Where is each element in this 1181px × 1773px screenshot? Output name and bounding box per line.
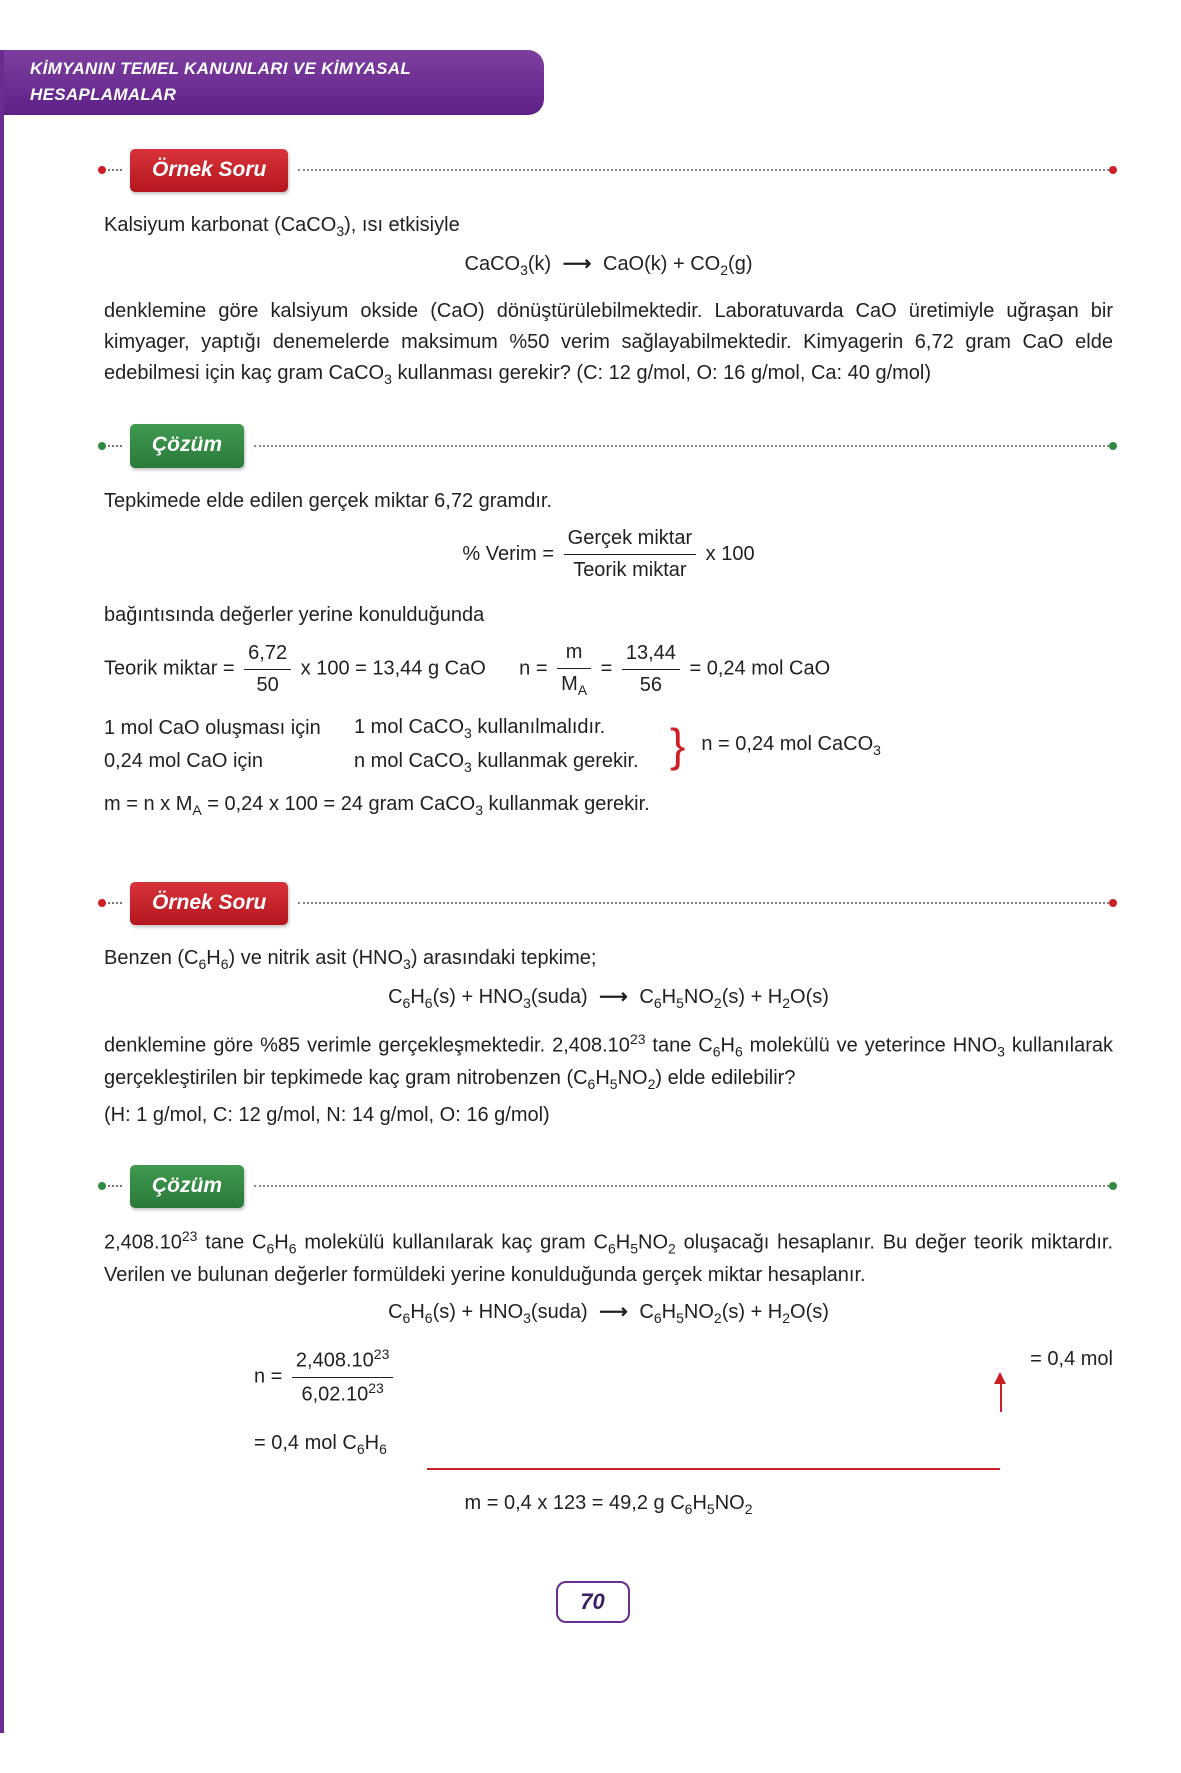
solution-badge: Çözüm — [130, 1165, 244, 1209]
q1-intro: Kalsiyum karbonat (CaCO3), ısı etkisiyle — [104, 210, 1113, 243]
sol1-line1: Tepkimede elde edilen gerçek miktar 6,72… — [104, 486, 1113, 517]
sol1-yield-formula: % Verim = Gerçek miktar Teorik miktar x … — [104, 523, 1113, 586]
sol2-calc: n = 2,408.1023 6,02.1023 = 0,4 mol = 0,4… — [254, 1344, 1113, 1470]
brace-icon: } — [664, 725, 691, 766]
q1-body: denklemine göre kalsiyum okside (CaO) dö… — [104, 296, 1113, 391]
page-number: 70 — [556, 1581, 630, 1623]
sol2-mass: m = 0,4 x 123 = 49,2 g C6H5NO2 — [104, 1488, 1113, 1521]
red-arrow-icon — [427, 1410, 1000, 1470]
solution-header-2: Çözüm — [104, 1165, 1113, 1209]
solution-badge: Çözüm — [130, 424, 244, 468]
sol1-mass: m = n x MA = 0,24 x 100 = 24 gram CaCO3 … — [104, 789, 1113, 822]
example-badge: Örnek Soru — [130, 882, 288, 926]
example-badge: Örnek Soru — [130, 149, 288, 193]
sol2-equation: C6H6(s) + HNO3(suda) ⟶ C6H5NO2(s) + H2O(… — [104, 1297, 1113, 1330]
q2-equation: C6H6(s) + HNO3(suda) ⟶ C6H5NO2(s) + H2O(… — [104, 982, 1113, 1015]
sol1-proportion: 1 mol CaO oluşması için 0,24 mol CaO içi… — [104, 710, 1113, 781]
example-header-2: Örnek Soru — [104, 882, 1113, 926]
sol2-intro: 2,408.1023 tane C6H6 molekülü kullanılar… — [104, 1226, 1113, 1291]
q2-body-b: (H: 1 g/mol, C: 12 g/mol, N: 14 g/mol, O… — [104, 1100, 1113, 1131]
q2-body-a: denklemine göre %85 verimle gerçekleşmek… — [104, 1029, 1113, 1096]
example-header-1: Örnek Soru — [104, 149, 1113, 193]
q1-equation: CaCO3(k) ⟶ CaO(k) + CO2(g) — [104, 249, 1113, 282]
sol1-teorik: Teorik miktar = 6,72 50 x 100 = 13,44 g … — [104, 637, 1113, 702]
q2-intro: Benzen (C6H6) ve nitrik asit (HNO3) aras… — [104, 943, 1113, 976]
chapter-header: KİMYANIN TEMEL KANUNLARI VE KİMYASAL HES… — [4, 50, 544, 115]
sol1-subs-intro: bağıntısında değerler yerine konulduğund… — [104, 600, 1113, 631]
solution-header-1: Çözüm — [104, 424, 1113, 468]
